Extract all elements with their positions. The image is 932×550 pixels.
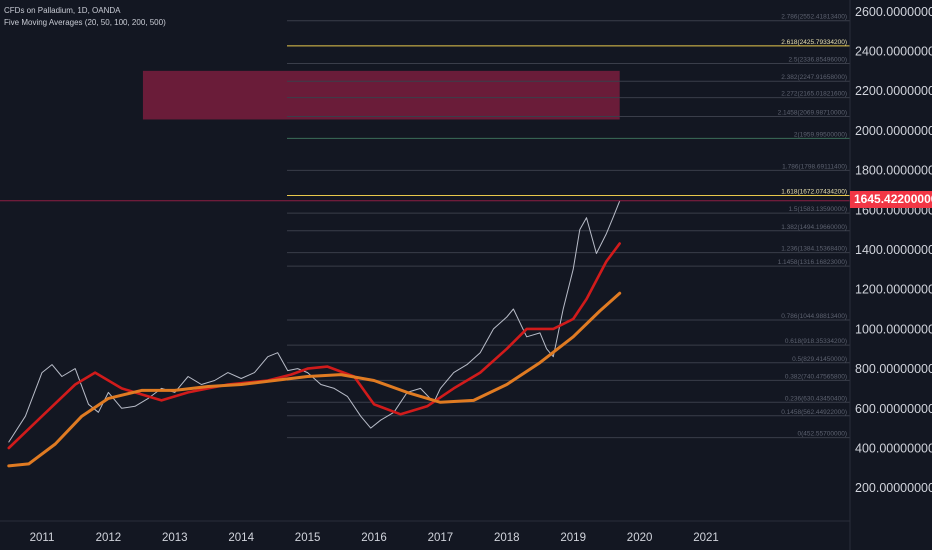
x-tick-label: 2013	[162, 532, 188, 544]
fib-level-label: 1.236(1384.15368400)	[781, 246, 847, 253]
y-tick-label: 2200.00000000	[855, 84, 932, 98]
fib-level-label: 0(452.55700000)	[797, 431, 847, 438]
x-tick-label: 2012	[96, 532, 122, 544]
x-tick-label: 2019	[560, 532, 586, 544]
series-layer	[7, 200, 622, 468]
fib-level-label: 0.786(1044.98813400)	[781, 313, 847, 320]
y-tick-label: 2600.00000000	[855, 5, 932, 19]
time-axis[interactable]: 2011 2012 2013 2014 2015 2016 2017 2018 2019 2020…	[30, 532, 719, 544]
y-tick-label: 1200.00000000	[855, 283, 932, 297]
y-tick-label: 1000.00000000	[855, 322, 932, 336]
x-tick-label: 2017	[428, 532, 454, 544]
y-tick-label: 600.00000000	[855, 402, 932, 416]
fib-level-label: 0.236(630.43450400)	[785, 395, 847, 402]
x-tick-label: 2020	[627, 532, 653, 544]
x-tick-label: 2018	[494, 532, 520, 544]
y-tick-label: 2000.00000000	[855, 124, 932, 138]
fib-level-label: 1.1458(1316.16823000)	[778, 259, 847, 266]
last-price-label: 1645.42200000	[850, 191, 932, 208]
fib-level-label: 2.618(2425.79334200)	[781, 39, 847, 46]
fib-level-label: 2.272(2165.01821600)	[781, 91, 847, 98]
ma-500-line[interactable]	[7, 291, 622, 468]
fibonacci-levels: 2.786(2552.41813400) 2.618(2425.79334200)…	[287, 14, 850, 439]
resistance-zone[interactable]	[142, 70, 620, 120]
y-tick-label: 200.00000000	[855, 481, 932, 495]
fib-level-label: 1.5(1583.13590000)	[788, 206, 847, 213]
x-tick-label: 2015	[295, 532, 321, 544]
resistance-zone-layer	[142, 70, 620, 120]
fib-level-label: 0.5(829.41450000)	[792, 356, 847, 363]
indicator-title[interactable]: Five Moving Averages (20, 50, 100, 200, …	[4, 18, 166, 27]
price-series-line[interactable]	[8, 200, 621, 443]
fib-level-label: 0.618(918.35334200)	[785, 338, 847, 345]
x-tick-label: 2016	[361, 532, 387, 544]
y-tick-label: 800.00000000	[855, 362, 932, 376]
y-tick-label: 1400.00000000	[855, 243, 932, 257]
symbol-title[interactable]: CFDs on Palladium, 1D, OANDA	[4, 6, 121, 15]
fib-level-label: 1.786(1798.69111400)	[782, 163, 847, 170]
y-tick-label: 2400.00000000	[855, 45, 932, 59]
fib-level-label: 2.382(2247.91658000)	[781, 74, 847, 81]
fib-level-label: 2.5(2336.85496000)	[788, 57, 847, 64]
x-tick-label: 2014	[228, 532, 254, 544]
fib-level-label: 0.1458(562.44922000)	[781, 409, 847, 416]
x-tick-label: 2021	[693, 532, 719, 544]
fib-level-label: 2(1959.99500000)	[794, 131, 847, 138]
y-tick-label: 400.00000000	[855, 442, 932, 456]
y-tick-label: 1800.00000000	[855, 164, 932, 178]
fib-level-label: 1.382(1494.19660000)	[781, 224, 847, 231]
fib-level-label: 2.786(2552.41813400)	[781, 14, 847, 21]
chart-legend: CFDs on Palladium, 1D, OANDA Five Moving…	[4, 5, 166, 29]
fib-level-label: 2.1458(2069.98710000)	[778, 110, 847, 117]
fib-level-label: 0.382(740.47565800)	[785, 373, 847, 380]
fib-level-label: 1.618(1672.07434200)	[781, 188, 847, 195]
x-tick-label: 2011	[30, 532, 55, 544]
